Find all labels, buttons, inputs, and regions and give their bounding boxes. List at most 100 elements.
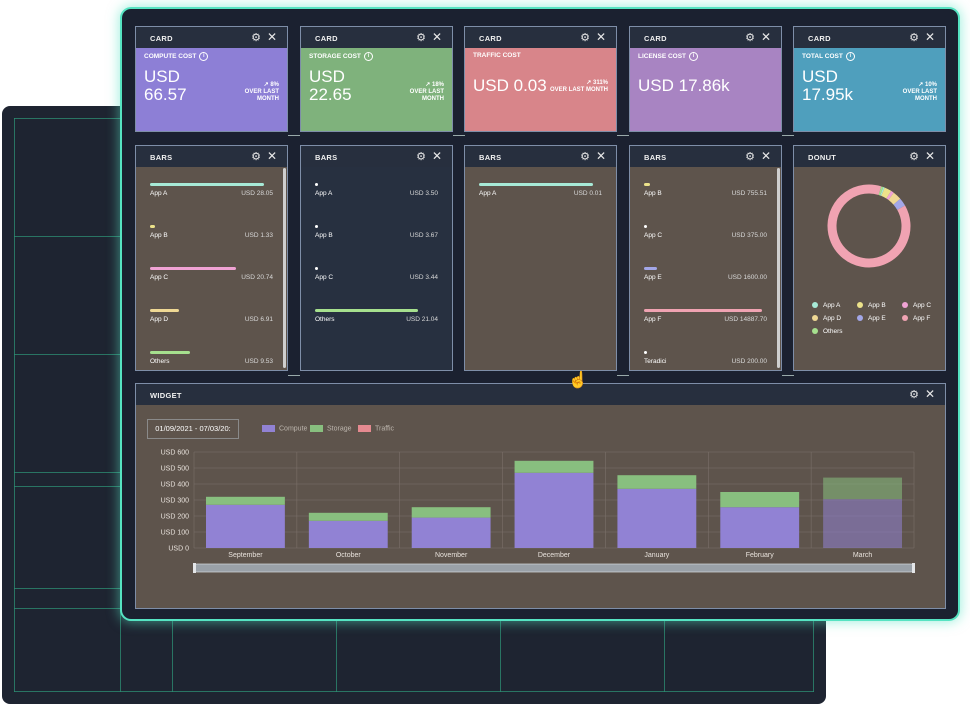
- donut-slice: [888, 192, 901, 205]
- bars-panel[interactable]: BARS ⚙ ✕ App A USD 28.05 App B USD 1.33 App …: [135, 145, 288, 371]
- bar-label: App B: [150, 232, 168, 239]
- bars-panel[interactable]: BARS ⚙ ✕ App A USD 3.50 App B USD 3.67 App C…: [300, 145, 453, 371]
- close-icon[interactable]: ✕: [431, 30, 442, 44]
- gear-icon[interactable]: ⚙: [416, 32, 426, 44]
- y-tick-label: USD 400: [161, 482, 190, 489]
- legend-item[interactable]: Traffic: [358, 425, 394, 432]
- gear-icon[interactable]: ⚙: [909, 151, 919, 163]
- close-icon[interactable]: ✕: [924, 149, 935, 163]
- bar-label: App A: [479, 190, 497, 197]
- bar-value: USD 9.53: [244, 358, 273, 365]
- bar-value: USD 21.04: [406, 316, 438, 323]
- close-icon[interactable]: ✕: [595, 30, 606, 44]
- bar-segment: [720, 507, 800, 548]
- close-icon[interactable]: ✕: [924, 387, 935, 401]
- legend-swatch: [262, 425, 275, 432]
- donut-panel[interactable]: DONUT ⚙ ✕ App A App B App C App D App E App F…: [793, 145, 946, 371]
- resize-handle[interactable]: [453, 135, 465, 136]
- legend-label: App D: [823, 315, 842, 322]
- card-traffic-cost[interactable]: CARD ⚙ ✕ TRAFFIC COST USD 0.03 ↗ 311% OVE…: [464, 26, 617, 132]
- card-body: LICENSE COST i USD 17.86k: [630, 48, 781, 131]
- card-header: CARD ⚙ ✕: [136, 27, 287, 48]
- donut-slice: [878, 186, 884, 196]
- close-icon[interactable]: ✕: [595, 149, 606, 163]
- card-storage-cost[interactable]: CARD ⚙ ✕ STORAGE COST i USD 22.65 ↗ 18% OV…: [300, 26, 453, 132]
- stacked-bar-chart: USD 0 USD 100 USD 200 USD 300 USD 400 USD 500…: [161, 450, 915, 573]
- dashboard-editor: CARD ⚙ ✕ COMPUTE COST i USD 66.57 ↗ 8% OVE…: [122, 9, 958, 619]
- bar-row: App B USD 1.33: [150, 225, 273, 239]
- legend-item[interactable]: Compute: [262, 425, 307, 432]
- info-icon[interactable]: i: [363, 52, 373, 61]
- gear-icon[interactable]: ⚙: [251, 151, 261, 163]
- bars-panel[interactable]: BARS ⚙ ✕ App A USD 0.01: [464, 145, 617, 371]
- bars-panel[interactable]: BARS ⚙ ✕ App B USD 755.51 App C USD 375.00 A…: [629, 145, 782, 371]
- y-tick-label: USD 300: [161, 498, 190, 505]
- bar-label: Others: [315, 316, 335, 323]
- gear-icon[interactable]: ⚙: [909, 32, 919, 44]
- card-header: CARD ⚙ ✕: [630, 27, 781, 48]
- bar-row: App B USD 755.51: [644, 183, 767, 197]
- card-label: LICENSE COST: [638, 53, 687, 61]
- info-icon[interactable]: i: [199, 52, 209, 61]
- legend-swatch: [812, 315, 818, 322]
- bar-fill: [150, 267, 237, 270]
- scrollbar[interactable]: [777, 168, 780, 368]
- bar-label: App A: [315, 190, 333, 197]
- card-total-cost[interactable]: CARD ⚙ ✕ TOTAL COST i USD 17.95k ↗ 10% OVE…: [793, 26, 946, 132]
- card-header: CARD ⚙ ✕: [794, 27, 945, 48]
- close-icon[interactable]: ✕: [431, 149, 442, 163]
- legend-swatch: [857, 315, 863, 322]
- card-license-cost[interactable]: CARD ⚙ ✕ LICENSE COST i USD 17.86k: [629, 26, 782, 132]
- gear-icon[interactable]: ⚙: [416, 151, 426, 163]
- range-navigator[interactable]: [193, 563, 915, 573]
- card-trend: ↗ 10% OVER LAST MONTH: [902, 82, 937, 102]
- scrollbar[interactable]: [283, 168, 286, 368]
- panel-title: BARS: [644, 153, 667, 162]
- close-icon[interactable]: ✕: [760, 149, 771, 163]
- bar-segment: [823, 499, 902, 548]
- widget-panel[interactable]: WIDGET ⚙ ✕ 01/09/2021 - 07/03/20: Comput…: [135, 383, 946, 609]
- close-icon[interactable]: ✕: [760, 30, 771, 44]
- bar-value: USD 1.33: [244, 232, 273, 239]
- legend-item[interactable]: Storage: [310, 425, 352, 432]
- gear-icon[interactable]: ⚙: [745, 151, 755, 163]
- resize-handle[interactable]: [617, 135, 629, 136]
- info-icon[interactable]: i: [845, 52, 855, 61]
- card-value: 66.57: [144, 85, 187, 104]
- gear-icon[interactable]: ⚙: [580, 151, 590, 163]
- panel-header: BARS ⚙ ✕: [136, 146, 287, 167]
- card-compute-cost[interactable]: CARD ⚙ ✕ COMPUTE COST i USD 66.57 ↗ 8% OVE…: [135, 26, 288, 132]
- gear-icon[interactable]: ⚙: [580, 32, 590, 44]
- gear-icon[interactable]: ⚙: [745, 32, 755, 44]
- gear-icon[interactable]: ⚙: [909, 389, 919, 401]
- panel-header: BARS ⚙ ✕: [465, 146, 616, 167]
- date-range-picker[interactable]: 01/09/2021 - 07/03/20:: [147, 419, 239, 439]
- gear-icon[interactable]: ⚙: [251, 32, 261, 44]
- bar-label: App A: [150, 190, 168, 197]
- bar-fill: [644, 183, 650, 186]
- resize-handle[interactable]: [288, 135, 300, 136]
- card-trend: ↗ 8% OVER LAST MONTH: [244, 82, 279, 102]
- card-body: STORAGE COST i USD 22.65 ↗ 18% OVER LAST MO…: [301, 48, 452, 131]
- legend-swatch: [812, 328, 818, 335]
- range-handle[interactable]: [193, 563, 196, 573]
- legend-label: Storage: [327, 425, 352, 433]
- resize-handle[interactable]: [288, 375, 300, 376]
- bar-value: USD 375.00: [731, 232, 767, 239]
- range-handle[interactable]: [912, 563, 915, 573]
- resize-handle[interactable]: [782, 375, 794, 376]
- close-icon[interactable]: ✕: [924, 30, 935, 44]
- bar-value: USD 6.91: [244, 316, 273, 323]
- resize-handle[interactable]: [617, 375, 629, 376]
- close-icon[interactable]: ✕: [266, 30, 277, 44]
- info-icon[interactable]: i: [689, 52, 699, 61]
- card-trend: ↗ 311% OVER LAST MONTH: [549, 80, 608, 93]
- bar-row: Others USD 9.53: [150, 351, 273, 365]
- bar-value: USD 755.51: [731, 190, 767, 197]
- bar-label: App B: [644, 190, 662, 197]
- bar-segment: [617, 488, 697, 548]
- resize-handle[interactable]: [782, 135, 794, 136]
- bar-segment: [720, 492, 800, 508]
- close-icon[interactable]: ✕: [266, 149, 277, 163]
- bar-fill: [315, 267, 318, 270]
